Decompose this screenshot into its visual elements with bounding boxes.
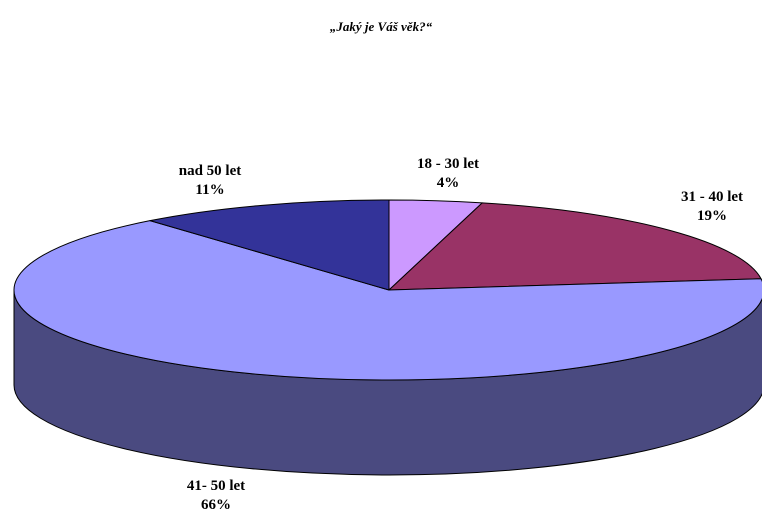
- slice-label-value: 66%: [201, 497, 231, 513]
- slice-label-value: 19%: [697, 208, 727, 224]
- slice-label-name: 31 - 40 let: [680, 189, 744, 205]
- pie-slice-41-50-let: [13, 220, 762, 381]
- slice-label-value: 4%: [436, 175, 460, 191]
- slice-label-name: 18 - 30 let: [416, 156, 480, 172]
- slice-label-name: 41- 50 let: [186, 478, 246, 494]
- chart-title: „Jaký je Váš věk?“: [329, 19, 433, 34]
- slice-label-31-40: 31 - 40 let 19%: [662, 188, 762, 226]
- slice-label-value: 11%: [195, 182, 225, 198]
- pie-slice-nad-50-let: [149, 199, 390, 291]
- slice-label-41-50: 41- 50 let 66%: [166, 477, 266, 515]
- slice-label-name: nad 50 let: [178, 163, 242, 179]
- pie-slice-31-40-let: [388, 202, 762, 291]
- slice-label-18-30: 18 - 30 let 4%: [398, 155, 498, 193]
- slice-label-nad-50: nad 50 let 11%: [160, 162, 260, 200]
